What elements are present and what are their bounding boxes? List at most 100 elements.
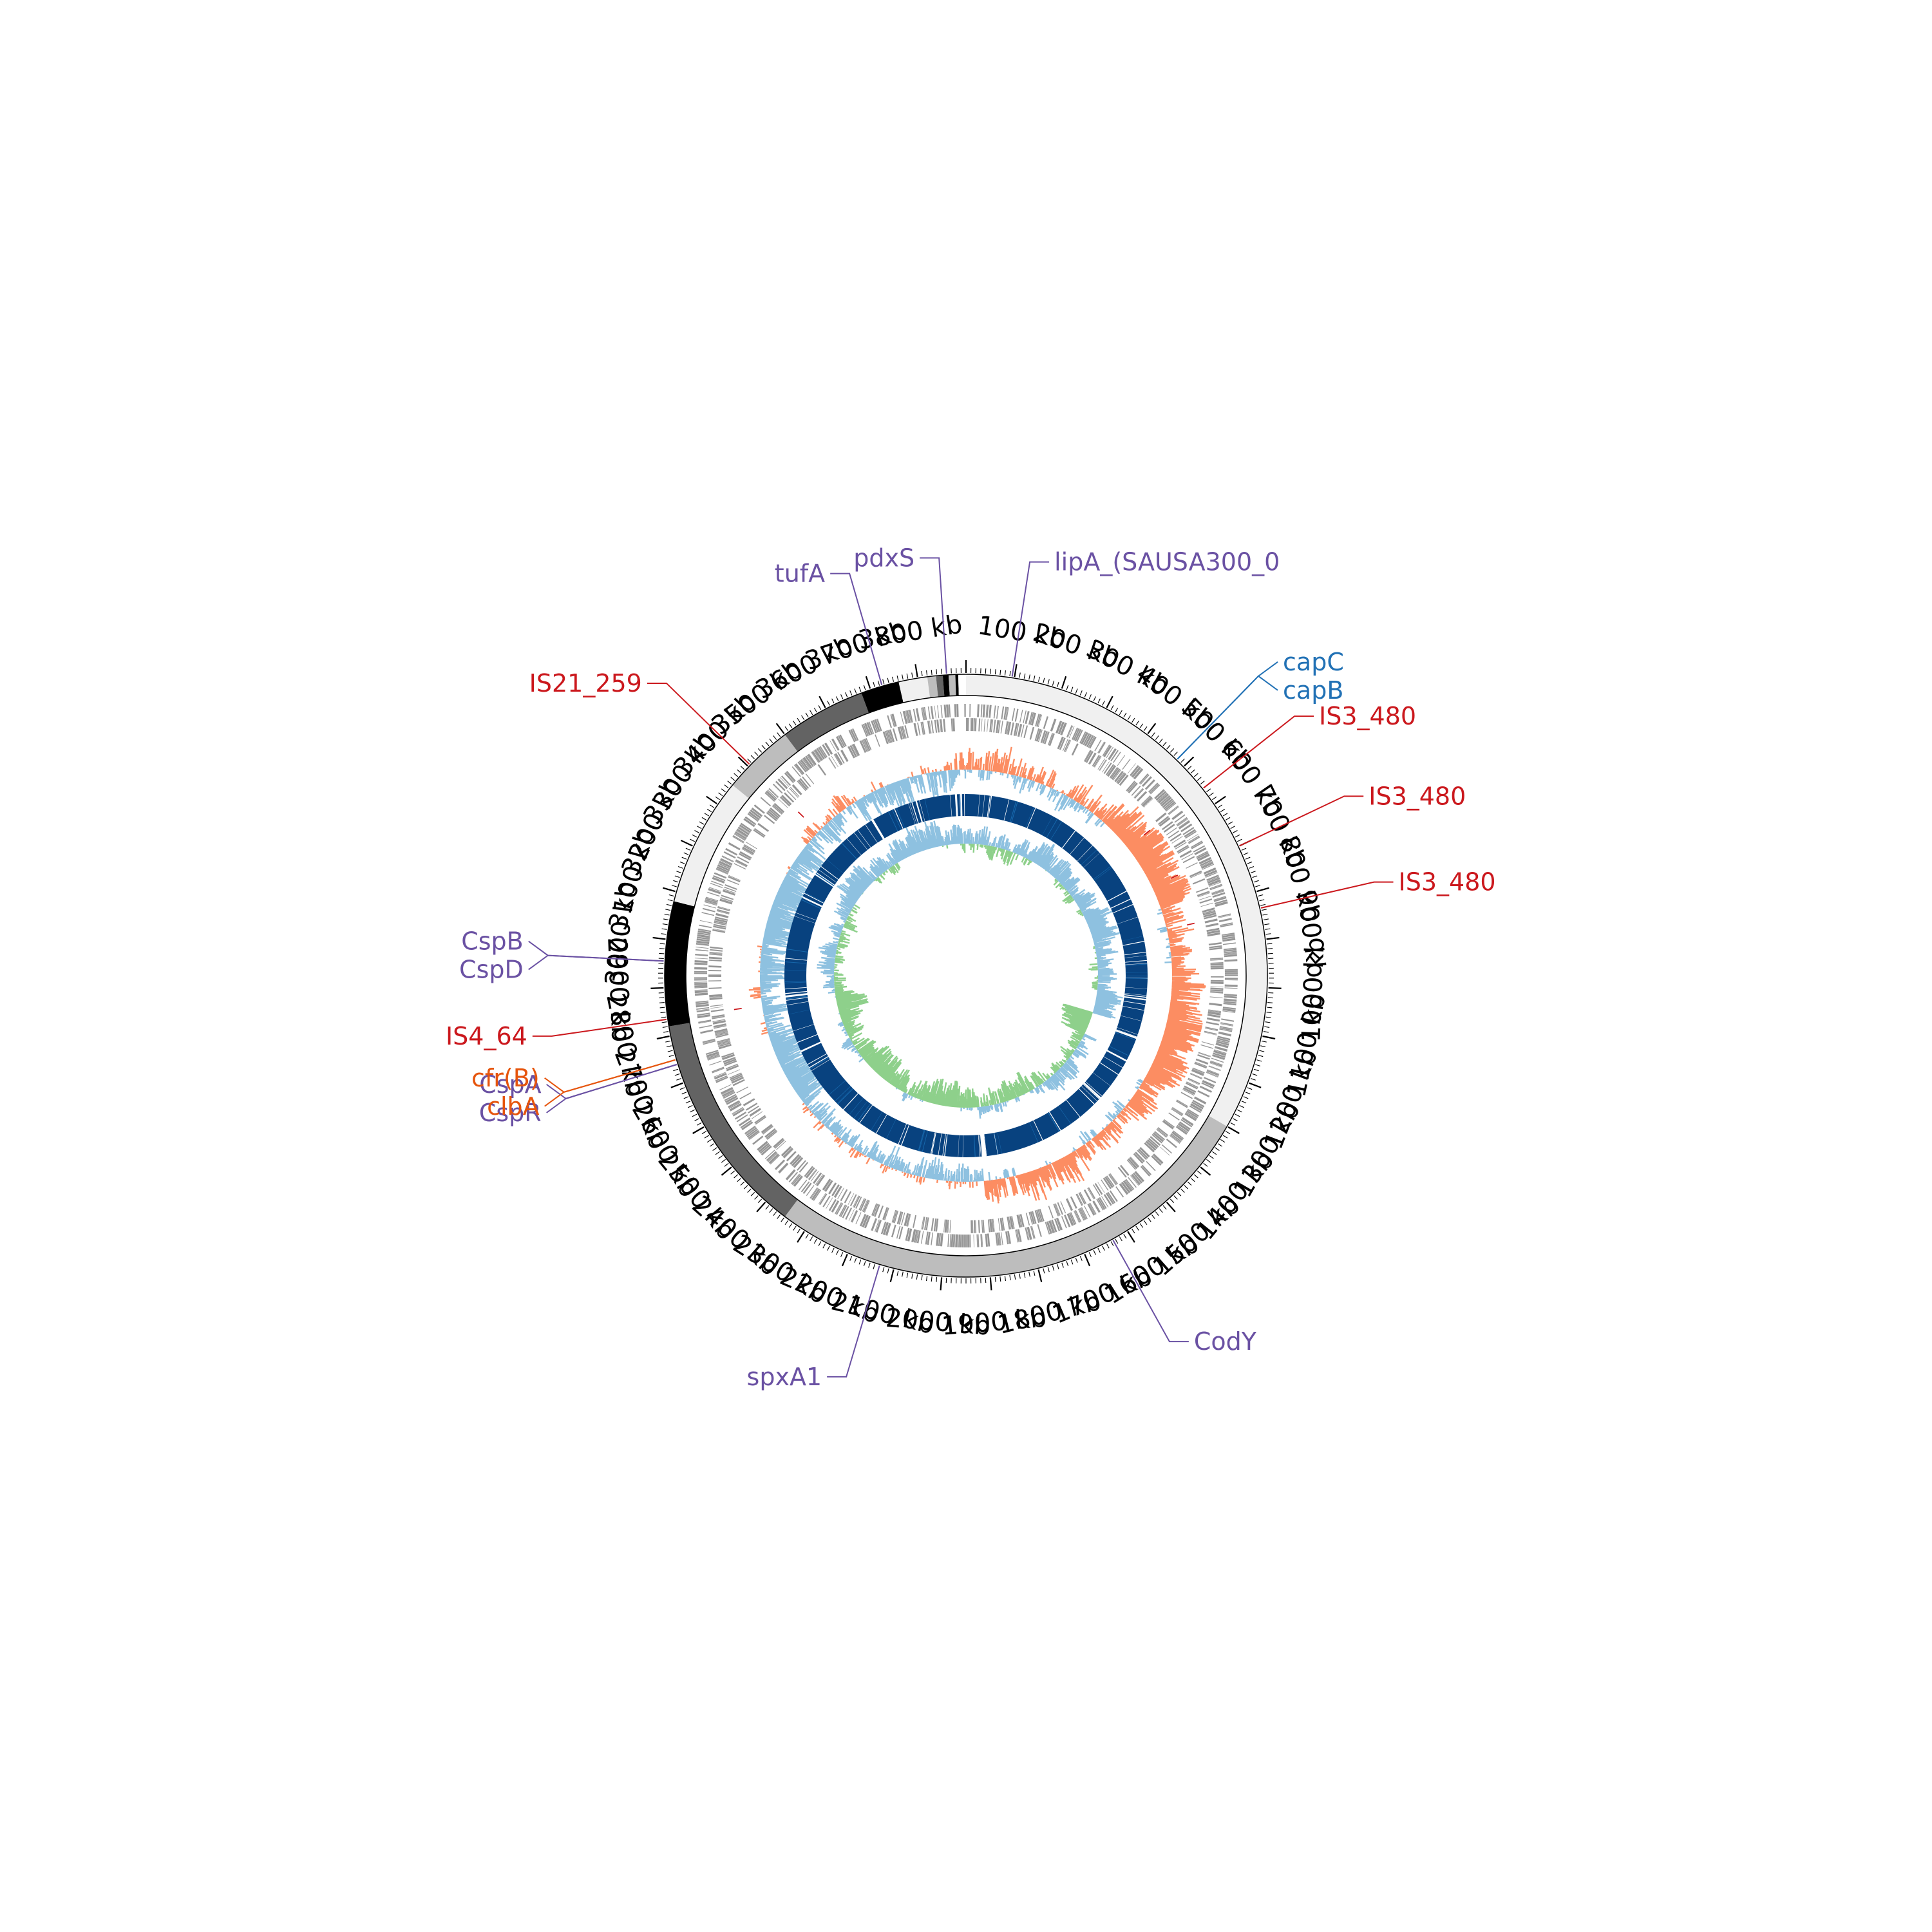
cds-feature	[739, 824, 752, 833]
cds-feature	[1126, 1159, 1136, 1170]
minor-tick	[721, 1159, 726, 1163]
cds-feature	[1211, 1057, 1224, 1063]
cds-feature	[999, 1232, 1001, 1245]
major-tick	[1147, 723, 1157, 734]
major-tick	[1106, 696, 1113, 708]
minor-tick	[906, 1273, 909, 1278]
cds-feature	[1210, 967, 1224, 970]
cds-feature	[1160, 796, 1172, 807]
minor-tick	[685, 848, 691, 851]
cds-feature	[1056, 721, 1063, 734]
cds-feature	[1143, 798, 1153, 808]
minor-tick	[704, 1135, 710, 1139]
blast-hit-variation	[784, 987, 807, 990]
blast-hit-variation	[849, 1097, 864, 1115]
cds-feature	[739, 1092, 752, 1100]
cds-feature	[1093, 1184, 1101, 1197]
cds-feature	[1176, 1100, 1188, 1108]
cds-feature	[1161, 1144, 1173, 1154]
cds-feature	[810, 1171, 819, 1182]
cds-feature	[1197, 893, 1210, 898]
minor-tick	[1180, 758, 1185, 763]
cds-feature	[996, 1232, 1000, 1245]
minor-tick	[827, 700, 830, 706]
cds-feature	[1222, 936, 1235, 940]
cds-feature	[721, 1089, 735, 1097]
cds-feature	[1109, 1190, 1118, 1202]
cds-feature	[1046, 1221, 1053, 1235]
blast-hit-segment	[801, 1043, 982, 1157]
cds-feature	[1081, 732, 1088, 745]
cds-feature	[1188, 835, 1200, 843]
cds-feature	[726, 1097, 739, 1105]
blast-hit-variation	[871, 1112, 883, 1131]
cds-feature	[716, 910, 730, 914]
cds-feature	[1194, 1096, 1207, 1104]
cds-feature	[802, 757, 813, 769]
blast-hit-variation	[837, 1088, 853, 1104]
cds-feature	[730, 1074, 743, 1081]
cds-feature	[863, 739, 869, 752]
cds-feature	[871, 720, 877, 734]
blast-hit-variation	[816, 872, 835, 886]
minor-tick	[737, 1178, 742, 1182]
cds-feature	[981, 718, 983, 732]
cds-feature	[998, 720, 1001, 734]
cds-feature	[741, 848, 753, 856]
cds-feature	[1130, 1157, 1140, 1167]
cds-feature	[1029, 726, 1035, 740]
cds-feature	[703, 1039, 715, 1044]
cds-feature	[829, 757, 837, 769]
cds-feature	[708, 974, 722, 975]
cds-feature	[765, 790, 777, 801]
blast-hit-variation	[800, 899, 822, 909]
cds-feature	[1130, 1175, 1139, 1186]
cds-feature	[1199, 898, 1213, 904]
cds-feature	[702, 907, 715, 913]
cds-feature	[957, 1234, 959, 1247]
cds-feature	[1206, 1021, 1219, 1026]
cds-feature	[736, 1086, 748, 1094]
cds-feature	[1108, 1173, 1117, 1185]
cds-feature	[934, 719, 938, 733]
cds-feature	[726, 879, 739, 886]
cds-feature	[1215, 1043, 1229, 1048]
minor-tick	[757, 748, 762, 753]
cds-feature	[726, 1065, 739, 1072]
cds-feature	[1162, 1120, 1174, 1130]
cds-feature	[1097, 758, 1106, 770]
cds-feature	[1106, 765, 1117, 777]
cds-feature	[806, 755, 815, 766]
cds-feature	[694, 989, 708, 991]
cds-feature	[1218, 913, 1231, 918]
is-element-marker	[1186, 922, 1195, 926]
minor-tick	[892, 676, 895, 682]
cds-feature	[891, 714, 897, 727]
cds-feature	[710, 882, 723, 888]
cds-feature	[973, 718, 975, 732]
cds-feature	[882, 1222, 889, 1235]
minor-tick	[902, 674, 904, 680]
cds-feature	[837, 1188, 844, 1200]
major-tick	[692, 1126, 705, 1134]
blast-hit-segment	[1116, 997, 1146, 1037]
cds-feature	[1005, 706, 1009, 720]
minor-tick	[1252, 1073, 1258, 1076]
cds-feature	[954, 1234, 956, 1247]
cds-feature	[1222, 938, 1236, 942]
blast-hit-variation	[994, 1133, 999, 1155]
cds-feature	[1205, 923, 1219, 928]
blast-hit-variation	[978, 794, 980, 817]
cds-feature	[1223, 1001, 1236, 1004]
cds-feature	[1202, 911, 1216, 916]
cds-feature	[1201, 1041, 1215, 1046]
cds-feature	[1182, 1087, 1196, 1095]
cds-feature	[1001, 1217, 1005, 1231]
cds-feature	[1207, 877, 1220, 884]
cds-feature	[739, 851, 752, 859]
cds-feature	[943, 719, 946, 732]
cds-feature	[708, 956, 723, 960]
blast-hit-variation	[809, 1056, 829, 1068]
cds-feature	[1150, 1135, 1161, 1146]
cds-feature	[1179, 849, 1192, 858]
